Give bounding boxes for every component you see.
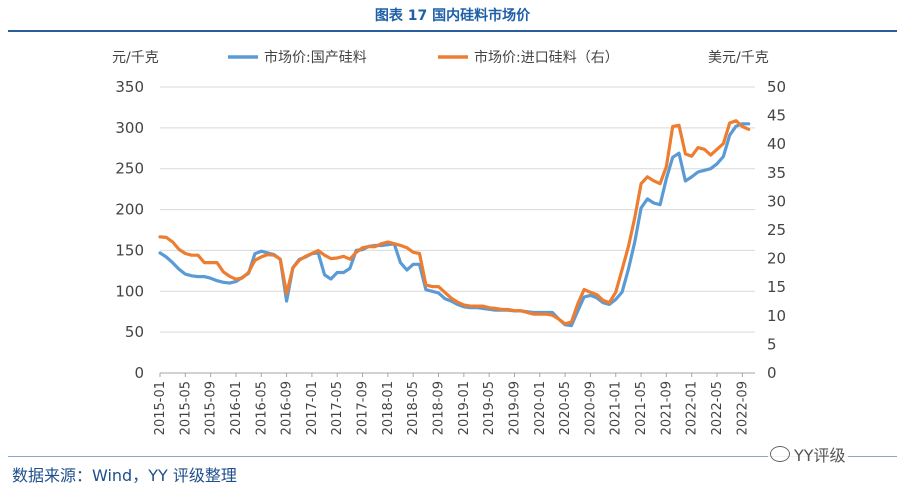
title-underline <box>8 30 897 32</box>
right-y-tick-label: 10 <box>767 307 786 325</box>
x-tick-label: 2018-05 <box>406 381 421 435</box>
x-tick-label: 2017-05 <box>330 381 345 435</box>
data-source-note: 数据来源：Wind，YY 评级整理 <box>12 466 237 485</box>
x-tick-label: 2017-01 <box>305 381 320 435</box>
right-y-axis-ticks: 0 5 10 15 20 25 30 35 40 45 50 <box>767 78 786 382</box>
x-tick-label: 2020-01 <box>533 381 548 435</box>
x-tick-label: 2021-05 <box>634 381 649 435</box>
gridlines <box>160 86 755 333</box>
right-y-tick-label: 5 <box>767 335 777 353</box>
series-lines <box>158 119 751 328</box>
legend: 市场价:国产硅料 市场价:进口硅料（右） <box>228 49 619 66</box>
x-tick-label: 2021-09 <box>659 381 674 435</box>
x-tick-label: 2020-09 <box>583 381 598 435</box>
right-y-tick-label: 20 <box>767 250 786 268</box>
x-tick-label: 2015-05 <box>178 381 193 435</box>
x-tick-label: 2019-05 <box>482 381 497 435</box>
left-y-axis-ticks: 0 50 100 150 200 250 300 350 <box>115 78 144 382</box>
legend-label: 市场价:进口硅料（右） <box>474 49 619 66</box>
x-tick-label: 2016-09 <box>280 381 295 435</box>
chart-canvas: 0 50 100 150 200 250 300 350 0 5 10 15 20 25 30 35 40 45… <box>112 49 786 435</box>
axis-units: 元/千克 美元/千克 <box>112 50 769 66</box>
right-y-tick-label: 15 <box>767 278 786 296</box>
right-y-tick-label: 40 <box>767 135 786 153</box>
x-tick-label: 2019-01 <box>457 381 472 435</box>
x-tick-label: 2016-05 <box>254 381 269 435</box>
series-line-domestic-polysilicon <box>158 122 751 328</box>
x-tick-label: 2022-01 <box>685 381 700 435</box>
right-y-tick-label: 45 <box>767 107 786 125</box>
right-y-tick-label: 35 <box>767 164 786 182</box>
series-line-imported-polysilicon <box>158 119 751 326</box>
left-y-tick-label: 250 <box>115 160 144 178</box>
right-y-tick-label: 25 <box>767 221 786 239</box>
x-tick-label: 2015-09 <box>204 381 219 435</box>
right-y-tick-label: 30 <box>767 192 786 210</box>
watermark-text: YY评级 <box>794 446 846 465</box>
x-tick-label: 2020-05 <box>558 381 573 435</box>
x-tick-label: 2015-01 <box>153 381 168 435</box>
x-tick-label: 2016-01 <box>229 381 244 435</box>
footer-rule <box>8 456 897 457</box>
x-tick-label: 2018-01 <box>381 381 396 435</box>
chart-title: 图表 17 国内硅料市场价 <box>374 8 531 24</box>
left-axis-unit: 元/千克 <box>112 50 159 66</box>
left-y-tick-label: 100 <box>115 282 144 300</box>
x-tick-label: 2019-09 <box>507 381 522 435</box>
right-axis-unit: 美元/千克 <box>708 50 769 66</box>
left-y-tick-label: 300 <box>115 119 144 137</box>
x-tick-label: 2022-05 <box>710 381 725 435</box>
x-tick-label: 2017-09 <box>356 381 371 435</box>
left-y-tick-label: 50 <box>125 323 144 341</box>
left-y-tick-label: 0 <box>134 364 144 382</box>
right-y-tick-label: 50 <box>767 78 786 96</box>
x-tick-label: 2018-09 <box>432 381 447 435</box>
right-y-tick-label: 0 <box>767 364 777 382</box>
left-y-tick-label: 200 <box>115 201 144 219</box>
watermark: YY评级 <box>768 442 848 466</box>
x-tick-label: 2021-01 <box>609 381 624 435</box>
left-y-tick-label: 150 <box>115 241 144 259</box>
x-axis: 2015-01 2015-05 2015-09 2016-01 2016-05 2016-… <box>153 372 755 435</box>
legend-label: 市场价:国产硅料 <box>264 49 367 66</box>
wechat-icon <box>770 446 790 462</box>
left-y-tick-label: 350 <box>115 78 144 96</box>
x-tick-label: 2022-09 <box>735 381 750 435</box>
